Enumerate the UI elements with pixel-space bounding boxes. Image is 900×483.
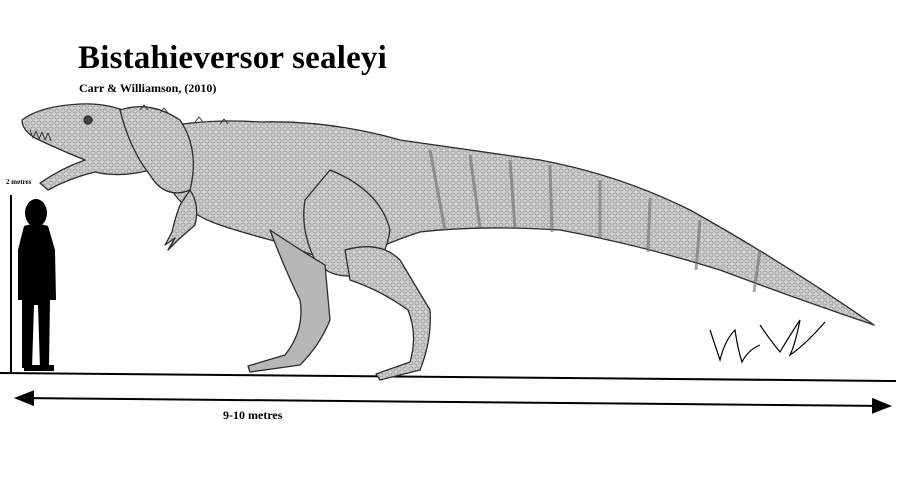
- species-authority: Carr & Williamson, (2010): [79, 81, 217, 95]
- dinosaur-illustration: [21, 103, 875, 381]
- ground-line: [0, 372, 897, 382]
- human-silhouette: [18, 199, 56, 371]
- length-arrow: [14, 390, 892, 414]
- species-title: Bistahieversor sealeyi: [78, 40, 387, 76]
- artist-signature: [709, 319, 826, 364]
- length-label: 9-10 metres: [223, 408, 283, 422]
- human-scale-label: 2 metres: [6, 178, 32, 186]
